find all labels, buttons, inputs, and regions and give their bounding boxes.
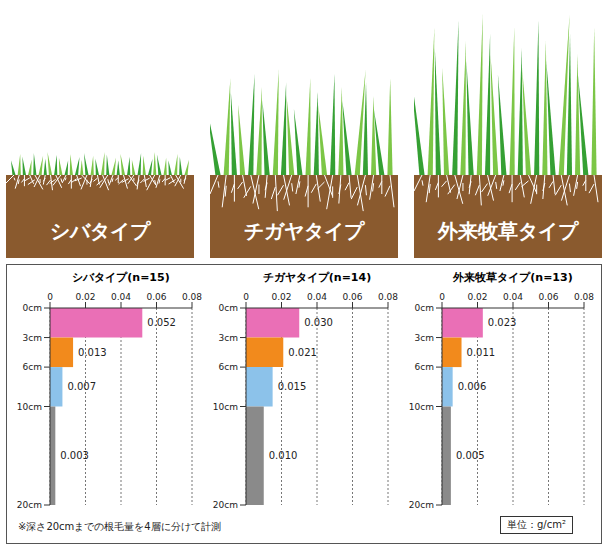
- svg-text:0.06: 0.06: [146, 292, 166, 302]
- svg-text:0.007: 0.007: [67, 381, 96, 392]
- html-text:外来牧草タイプ(n=13): 外来牧草タイプ(n=13): [453, 271, 573, 284]
- html-text:※深さ20cmまでの根毛量を4層に分けて計測: ※深さ20cmまでの根毛量を4層に分けて計測: [18, 521, 221, 532]
- svg-text:0.005: 0.005: [456, 450, 485, 461]
- svg-text:0.023: 0.023: [488, 317, 517, 328]
- svg-text:0.04: 0.04: [111, 292, 131, 302]
- svg-text:0.006: 0.006: [458, 381, 487, 392]
- svg-text:0.02: 0.02: [271, 292, 291, 302]
- svg-text:6cm: 6cm: [415, 362, 434, 372]
- html-text:チガヤタイプ(n=14): チガヤタイプ(n=14): [262, 271, 372, 284]
- svg-text:0.011: 0.011: [467, 347, 496, 358]
- svg-text:10cm: 10cm: [409, 402, 434, 412]
- svg-text:3cm: 3cm: [415, 333, 434, 343]
- svg-text:0.02: 0.02: [467, 292, 487, 302]
- svg-text:0.003: 0.003: [60, 450, 89, 461]
- svg-text:0.030: 0.030: [304, 317, 333, 328]
- svg-text:0cm: 0cm: [219, 303, 238, 313]
- svg-text:0: 0: [439, 292, 445, 302]
- html-text:単位：g/cm²: 単位：g/cm²: [507, 519, 566, 530]
- svg-text:10cm: 10cm: [17, 402, 42, 412]
- svg-text:0.08: 0.08: [182, 292, 202, 302]
- svg-text:20cm: 20cm: [213, 500, 238, 510]
- svg-text:10cm: 10cm: [213, 402, 238, 412]
- svg-text:3cm: 3cm: [219, 333, 238, 343]
- svg-text:0.08: 0.08: [574, 292, 594, 302]
- svg-text:0cm: 0cm: [415, 303, 434, 313]
- svg-text:3cm: 3cm: [23, 333, 42, 343]
- svg-text:0.02: 0.02: [75, 292, 95, 302]
- svg-text:0.015: 0.015: [278, 381, 307, 392]
- svg-text:0.021: 0.021: [288, 347, 317, 358]
- svg-text:0.013: 0.013: [78, 347, 107, 358]
- svg-text:20cm: 20cm: [409, 500, 434, 510]
- svg-text:シバタイプ: シバタイプ: [50, 219, 151, 243]
- html-text:シバタイプ(n=15): シバタイプ(n=15): [72, 271, 170, 284]
- svg-text:20cm: 20cm: [17, 500, 42, 510]
- svg-text:0.04: 0.04: [307, 292, 327, 302]
- svg-text:0.08: 0.08: [378, 292, 398, 302]
- svg-text:チガヤタイプ: チガヤタイプ: [244, 219, 365, 243]
- svg-text:0.052: 0.052: [147, 317, 176, 328]
- svg-text:0.010: 0.010: [269, 450, 298, 461]
- svg-text:外来牧草タイプ: 外来牧草タイプ: [437, 219, 579, 243]
- svg-text:0.06: 0.06: [342, 292, 362, 302]
- svg-text:0.04: 0.04: [503, 292, 523, 302]
- svg-text:0cm: 0cm: [23, 303, 42, 313]
- svg-text:0: 0: [47, 292, 53, 302]
- svg-text:0: 0: [243, 292, 249, 302]
- svg-text:6cm: 6cm: [219, 362, 238, 372]
- svg-text:0.06: 0.06: [538, 292, 558, 302]
- svg-text:6cm: 6cm: [23, 362, 42, 372]
